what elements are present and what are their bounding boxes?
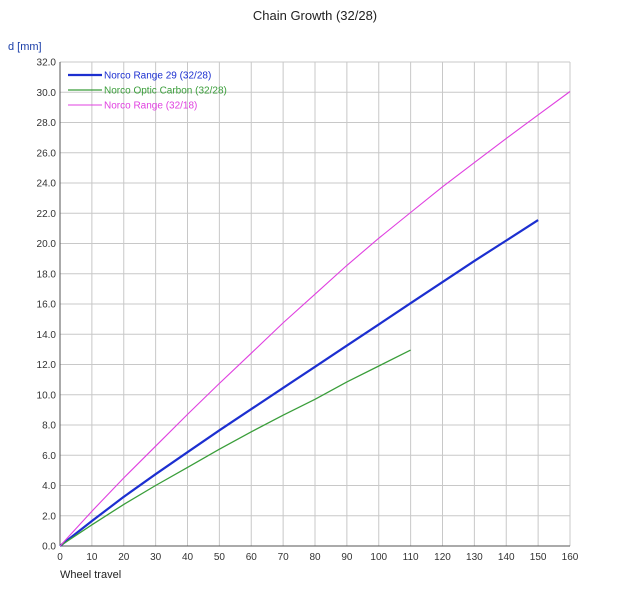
legend-label: Norco Range (32/18)	[104, 101, 197, 112]
y-tick-label: 24.0	[37, 179, 57, 190]
x-tick-label: 10	[86, 552, 98, 563]
x-tick-label: 160	[562, 552, 579, 563]
legend-label: Norco Optic Carbon (32/28)	[104, 86, 227, 97]
y-axis-label: d [mm]	[8, 41, 42, 53]
x-tick-label: 140	[498, 552, 515, 563]
y-tick-label: 16.0	[37, 300, 57, 311]
x-tick-label: 40	[182, 552, 194, 563]
y-tick-label: 0.0	[42, 542, 56, 553]
x-tick-label: 110	[403, 552, 419, 563]
y-tick-label: 8.0	[42, 421, 56, 432]
y-tick-label: 14.0	[37, 330, 57, 341]
y-tick-label: 2.0	[42, 511, 56, 522]
series-lines	[59, 91, 571, 547]
x-tick-label: 70	[278, 552, 290, 563]
x-axis-label: Wheel travel	[60, 569, 121, 581]
y-tick-label: 18.0	[37, 269, 57, 280]
axes	[59, 62, 570, 547]
series-line-2	[59, 349, 411, 547]
x-tick-label: 120	[434, 552, 451, 563]
series-line-1	[59, 219, 539, 547]
x-tick-label: 60	[246, 552, 258, 563]
x-tick-label: 80	[309, 552, 321, 563]
x-tick-label: 20	[118, 552, 130, 563]
y-tick-label: 10.0	[37, 390, 57, 401]
grid	[59, 61, 571, 547]
tick-labels: 0 10 20 30 40 50 60 70 80 90 100 110 120 130 140 150 160…	[37, 58, 579, 564]
y-tick-label: 12.0	[37, 360, 57, 371]
y-tick-label: 26.0	[37, 148, 57, 159]
x-tick-label: 150	[530, 552, 547, 563]
x-tick-label: 50	[214, 552, 226, 563]
y-tick-label: 6.0	[42, 451, 56, 462]
chart-title: Chain Growth (32/28)	[253, 8, 377, 23]
y-tick-label: 28.0	[37, 118, 57, 129]
y-tick-label: 4.0	[42, 481, 56, 492]
y-tick-label: 20.0	[37, 239, 57, 250]
x-tick-label: 30	[150, 552, 162, 563]
x-tick-label: 130	[466, 552, 483, 563]
x-tick-label: 90	[341, 552, 353, 563]
y-tick-label: 22.0	[37, 209, 57, 220]
series-line-3	[59, 91, 571, 547]
x-tick-label: 100	[370, 552, 387, 563]
x-tick-label: 0	[57, 552, 63, 563]
legend: Norco Range 29 (32/28) Norco Optic Carbon…	[68, 71, 227, 112]
legend-label: Norco Range 29 (32/28)	[104, 71, 211, 82]
y-tick-label: 30.0	[37, 88, 57, 99]
y-tick-label: 32.0	[37, 58, 57, 69]
